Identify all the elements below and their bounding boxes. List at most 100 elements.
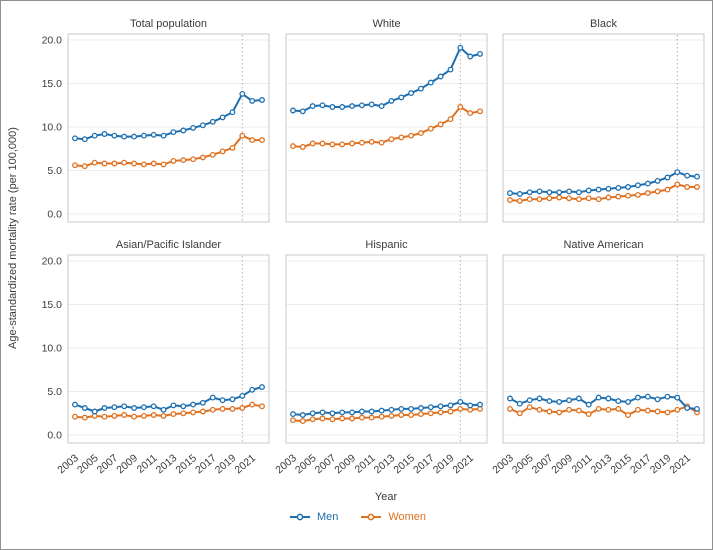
women-point-marker — [408, 132, 415, 139]
panel-total-population: Total population 20.0 15.0 10.0 5.0 0.0 — [42, 18, 270, 223]
men-point-marker — [378, 103, 385, 110]
women-point-marker — [447, 116, 454, 123]
women-point-marker — [229, 144, 236, 151]
men-point-marker — [209, 394, 216, 401]
men-point-marker — [121, 403, 128, 410]
men-point-marker — [249, 386, 256, 393]
men-point-marker — [477, 50, 483, 57]
panel-border — [67, 33, 270, 223]
men-point-marker — [388, 406, 395, 413]
men-point-marker — [239, 392, 246, 399]
men-series — [290, 398, 483, 418]
women-point-marker — [131, 413, 138, 420]
panel-title: Black — [590, 18, 617, 30]
panel-title: Total population — [130, 18, 207, 30]
men-point-marker — [457, 44, 464, 51]
men-point-marker — [556, 398, 563, 405]
women-point-marker — [319, 415, 326, 422]
men-point-marker — [388, 97, 395, 104]
y-tick-label: 10.0 — [42, 343, 63, 355]
men-point-marker — [219, 114, 226, 121]
x-tick-label: 2011 — [135, 452, 160, 476]
women-point-marker — [180, 157, 187, 164]
women-point-marker — [526, 196, 533, 203]
women-point-marker — [595, 196, 602, 203]
women-point-marker — [160, 412, 167, 419]
women-point-marker — [170, 411, 177, 418]
men-point-marker — [81, 136, 88, 143]
women-point-marker — [81, 414, 88, 421]
women-series — [72, 401, 265, 421]
women-point-marker — [309, 416, 316, 423]
women-point-marker — [81, 163, 88, 170]
women-point-marker — [239, 405, 246, 411]
women-point-marker — [170, 157, 177, 164]
y-tick-label: 0.0 — [47, 430, 62, 442]
men-point-marker — [140, 132, 147, 139]
women-point-marker — [199, 408, 206, 415]
gridlines — [286, 39, 487, 215]
women-point-marker — [388, 412, 395, 419]
men-point-marker — [408, 405, 415, 412]
men-point-marker — [259, 384, 265, 391]
women-point-marker — [575, 196, 582, 203]
men-point-marker — [546, 398, 553, 405]
women-point-marker — [427, 410, 434, 417]
women-point-marker — [290, 417, 296, 424]
gridlines — [68, 39, 269, 215]
women-point-marker — [654, 408, 661, 415]
men-point-marker — [319, 102, 326, 109]
women-point-marker — [634, 406, 641, 413]
men-point-marker — [398, 94, 405, 101]
men-point-marker — [427, 79, 434, 86]
panel-title: White — [372, 18, 400, 30]
men-point-marker — [140, 404, 147, 411]
women-point-marker — [101, 160, 108, 167]
men-point-marker — [684, 405, 691, 411]
men-point-marker — [605, 185, 612, 192]
women-point-marker — [398, 412, 405, 418]
women-point-marker — [674, 406, 681, 413]
men-point-marker — [437, 403, 444, 410]
men-point-marker — [526, 397, 533, 404]
women-point-marker — [684, 184, 691, 190]
men-point-marker — [615, 398, 622, 405]
women-point-marker — [199, 154, 206, 161]
men-point-marker — [625, 184, 632, 190]
men-point-marker — [229, 396, 236, 403]
men-point-marker — [101, 405, 108, 411]
men-point-marker — [180, 127, 187, 134]
men-point-marker — [664, 393, 671, 400]
women-point-marker — [140, 412, 147, 419]
women-point-marker — [259, 137, 265, 144]
panel-border — [502, 254, 705, 444]
men-point-marker — [467, 53, 474, 60]
women-point-marker — [368, 414, 375, 421]
women-point-marker — [160, 161, 167, 168]
women-point-marker — [111, 160, 118, 167]
men-point-marker — [516, 400, 523, 407]
men-point-marker — [150, 403, 157, 410]
panel-title: Hispanic — [365, 239, 408, 251]
panel-native-american: Native American 2003200520072009201120132… — [490, 239, 705, 476]
x-axis-title: Year — [374, 491, 398, 503]
men-point-marker — [408, 90, 415, 97]
gridlines — [68, 260, 269, 436]
men-point-marker — [101, 131, 108, 137]
women-point-marker — [516, 410, 523, 417]
women-point-marker — [674, 181, 681, 188]
women-point-marker — [507, 197, 513, 204]
women-point-marker — [209, 151, 216, 158]
women-point-marker — [190, 409, 197, 416]
y-tick-label: 5.0 — [47, 386, 62, 398]
men-series — [507, 169, 700, 197]
women-point-marker — [349, 415, 356, 422]
panel-title: Asian/Pacific Islander — [116, 239, 221, 251]
men-point-marker — [319, 409, 326, 416]
women-point-marker — [121, 159, 128, 166]
women-point-marker — [664, 186, 671, 193]
women-point-marker — [625, 412, 632, 418]
panel-border — [285, 254, 488, 444]
